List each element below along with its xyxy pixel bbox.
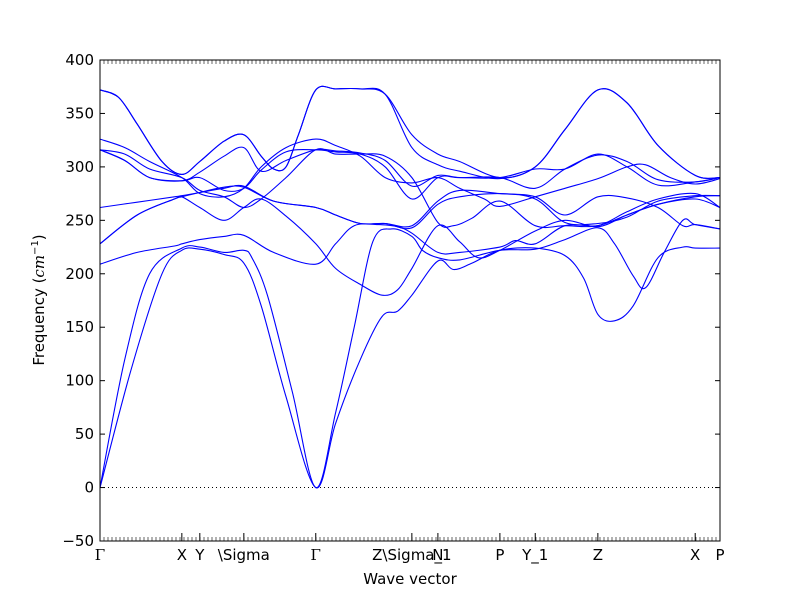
- x-tick-label-11: X: [690, 546, 700, 564]
- x-tick-label-8: P: [495, 546, 504, 564]
- band-line-1: [100, 246, 720, 489]
- y-axis-label: Frequency (cm−1): [30, 234, 48, 365]
- y-tick-label: 100: [65, 372, 94, 390]
- x-tick-label-9: Y_1: [521, 546, 548, 565]
- x-tick-labels: Γ X Y \Sigma Γ Z\Sigma_1N P Y_1 Z X P: [95, 546, 725, 565]
- y-tick-label: 250: [65, 211, 94, 229]
- band-line-2: [100, 218, 720, 489]
- tick-marks-group: [99, 59, 721, 542]
- y-axis-label-prefix: Frequency (: [30, 278, 48, 366]
- band-line-10: [100, 85, 720, 180]
- x-tick-label-1: Γ: [95, 546, 105, 564]
- y-tick-label: 150: [65, 318, 94, 336]
- y-tick-label: 0: [84, 479, 94, 497]
- y-tick-label: 300: [65, 158, 94, 176]
- x-tick-label-3: Y: [194, 546, 205, 564]
- band-line-6: [100, 148, 720, 229]
- band-line-8: [100, 146, 720, 189]
- y-tick-label: 50: [75, 425, 94, 443]
- x-axis-label: Wave vector: [363, 570, 457, 588]
- x-tick-label-6: Z\Sigma_1: [372, 546, 451, 565]
- y-tick-label: 200: [65, 265, 94, 283]
- x-tick-label-4: \Sigma: [218, 546, 270, 564]
- x-tick-label-2: X: [177, 546, 187, 564]
- x-tick-label-10: Z: [593, 546, 603, 564]
- band-line-7: [100, 138, 720, 207]
- band-line-12: [100, 149, 720, 200]
- x-tick-label-12: P: [715, 546, 724, 564]
- x-tick-label-5: Γ: [311, 546, 321, 564]
- y-tick-label: 400: [65, 51, 94, 69]
- y-tick-label: −50: [62, 532, 94, 550]
- y-tick-label: 350: [65, 104, 94, 122]
- x-tick-label-7: N: [432, 546, 443, 564]
- band-series-group: [100, 85, 720, 489]
- band-line-11: [100, 185, 720, 245]
- y-axis-label-unit: cm: [30, 255, 48, 278]
- plot-background: [100, 60, 720, 541]
- y-tick-labels: −50 0 50 100 150 200 250 300 350 400: [62, 51, 94, 550]
- plot-frame: [99, 59, 721, 542]
- y-axis-label-exponent: −1: [30, 240, 41, 255]
- y-axis-label-suffix: ): [30, 234, 48, 240]
